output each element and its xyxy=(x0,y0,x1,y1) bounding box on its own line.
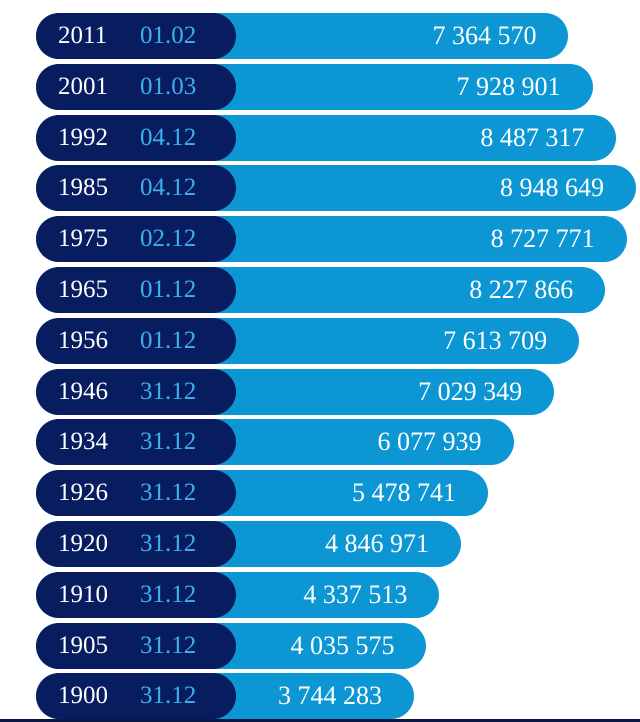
bar-row: 8 727 771 1975 02.12 xyxy=(0,216,640,263)
value-label: 8 948 649 xyxy=(500,173,604,203)
category-label: 1920 31.12 xyxy=(36,521,236,567)
year-label: 1965 xyxy=(58,276,108,303)
value-label: 7 029 349 xyxy=(418,376,523,406)
date-label: 04.12 xyxy=(140,123,197,151)
bar-row: 7 928 901 2001 01.03 xyxy=(0,63,640,110)
value-label: 7 613 709 xyxy=(443,325,548,355)
date-label: 02.12 xyxy=(140,225,197,253)
category-label: 2001 01.03 xyxy=(36,63,236,110)
date-label: 01.12 xyxy=(140,326,197,354)
value-label: 6 077 939 xyxy=(377,427,482,457)
year-label: 1934 xyxy=(58,428,108,456)
value-label: 7 364 570 xyxy=(432,21,537,50)
bar-row: 7 613 709 1956 01.12 xyxy=(0,317,640,364)
date-label: 31.12 xyxy=(140,530,197,557)
category-label: 1985 04.12 xyxy=(36,165,236,212)
date-label: 31.12 xyxy=(140,580,197,608)
value-label: 7 928 901 xyxy=(456,71,561,101)
year-label: 1975 xyxy=(58,225,108,253)
date-label: 01.03 xyxy=(140,72,197,100)
value-label: 8 487 317 xyxy=(480,122,585,152)
category-label: 1975 02.12 xyxy=(36,216,236,263)
category-label: 1965 01.12 xyxy=(36,267,236,313)
category-label: 1956 01.12 xyxy=(36,317,236,364)
date-label: 01.12 xyxy=(140,276,197,303)
bar-row: 4 337 513 1910 31.12 xyxy=(0,571,640,618)
date-label: 01.02 xyxy=(140,22,197,49)
value-label: 4 846 971 xyxy=(325,529,430,558)
year-label: 1946 xyxy=(58,377,108,405)
date-label: 04.12 xyxy=(140,174,197,202)
value-label: 8 727 771 xyxy=(490,224,595,254)
value-label: 4 035 575 xyxy=(290,630,395,660)
bar-row: 4 035 575 1905 31.12 xyxy=(0,622,640,669)
year-label: 1956 xyxy=(58,326,108,354)
baseline xyxy=(0,719,640,722)
bar-row: 8 948 649 1985 04.12 xyxy=(0,165,640,212)
bar-row: 4 846 971 1920 31.12 xyxy=(0,521,640,567)
value-label: 3 744 283 xyxy=(278,681,382,711)
bar-row: 6 077 939 1934 31.12 xyxy=(0,419,640,466)
year-label: 1926 xyxy=(58,479,108,507)
year-label: 2001 xyxy=(58,72,108,100)
category-label: 1926 31.12 xyxy=(36,470,236,517)
bar-row: 5 478 741 1926 31.12 xyxy=(0,470,640,517)
bar-row: 8 227 866 1965 01.12 xyxy=(0,267,640,313)
bar-row: 8 487 317 1992 04.12 xyxy=(0,114,640,161)
date-label: 31.12 xyxy=(140,377,197,405)
year-label: 2011 xyxy=(58,22,108,49)
category-label: 1910 31.12 xyxy=(36,571,236,618)
value-label: 8 227 866 xyxy=(469,275,574,304)
category-label: 1934 31.12 xyxy=(36,419,236,466)
date-label: 31.12 xyxy=(140,428,197,456)
category-label: 1900 31.12 xyxy=(36,673,236,720)
year-label: 1905 xyxy=(58,631,108,659)
category-label: 1905 31.12 xyxy=(36,622,236,669)
category-label: 1946 31.12 xyxy=(36,368,236,415)
year-label: 1985 xyxy=(58,174,108,202)
date-label: 31.12 xyxy=(140,682,197,710)
date-label: 31.12 xyxy=(140,631,197,659)
value-label: 4 337 513 xyxy=(303,579,408,609)
bar-row: 7 029 349 1946 31.12 xyxy=(0,368,640,415)
category-label: 1992 04.12 xyxy=(36,114,236,161)
year-label: 1920 xyxy=(58,530,108,557)
date-label: 31.12 xyxy=(140,479,197,507)
category-label: 2011 01.02 xyxy=(36,13,236,59)
bar-row: 7 364 570 2011 01.02 xyxy=(0,13,640,59)
value-label: 5 478 741 xyxy=(352,478,456,508)
year-label: 1900 xyxy=(58,682,108,710)
year-label: 1910 xyxy=(58,580,108,608)
bar-row: 3 744 283 1900 31.12 xyxy=(0,673,640,720)
year-label: 1992 xyxy=(58,123,108,151)
